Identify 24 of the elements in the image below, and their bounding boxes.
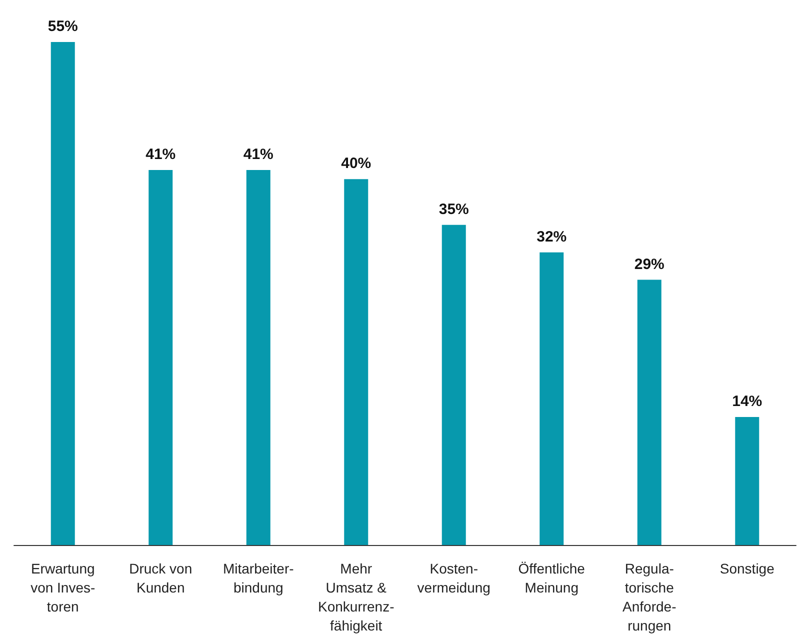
bar	[246, 170, 270, 545]
x-tick-label: Mehr Umsatz & Konkurrenz- fähigkeit	[318, 560, 395, 634]
x-tick-label: Regula- torische Anforde- rungen	[622, 560, 677, 634]
x-tick-label: Sonstige	[720, 560, 775, 576]
data-label: 32%	[536, 228, 567, 246]
data-label: 41%	[243, 146, 274, 164]
bar	[735, 416, 760, 545]
data-label: 40%	[341, 155, 372, 172]
bar	[442, 224, 466, 545]
data-label: 55%	[48, 18, 78, 35]
x-tick-label: Mitarbeiter- bindung	[222, 560, 294, 596]
bar	[637, 280, 662, 545]
x-tick-label: Kosten- vermeidung	[417, 560, 490, 596]
bar	[50, 42, 75, 545]
data-label: 14%	[732, 392, 762, 410]
data-label: 35%	[438, 200, 469, 218]
x-tick-label: Erwartung von Inves- toren	[30, 560, 96, 614]
data-label: 41%	[146, 146, 176, 164]
bar	[540, 252, 564, 545]
x-tick-label: Öffentliche Meinung	[518, 560, 586, 596]
data-label: 29%	[634, 256, 664, 273]
bar	[344, 179, 368, 545]
x-tick-label: Druck von Kunden	[129, 560, 192, 596]
bar	[148, 170, 173, 545]
